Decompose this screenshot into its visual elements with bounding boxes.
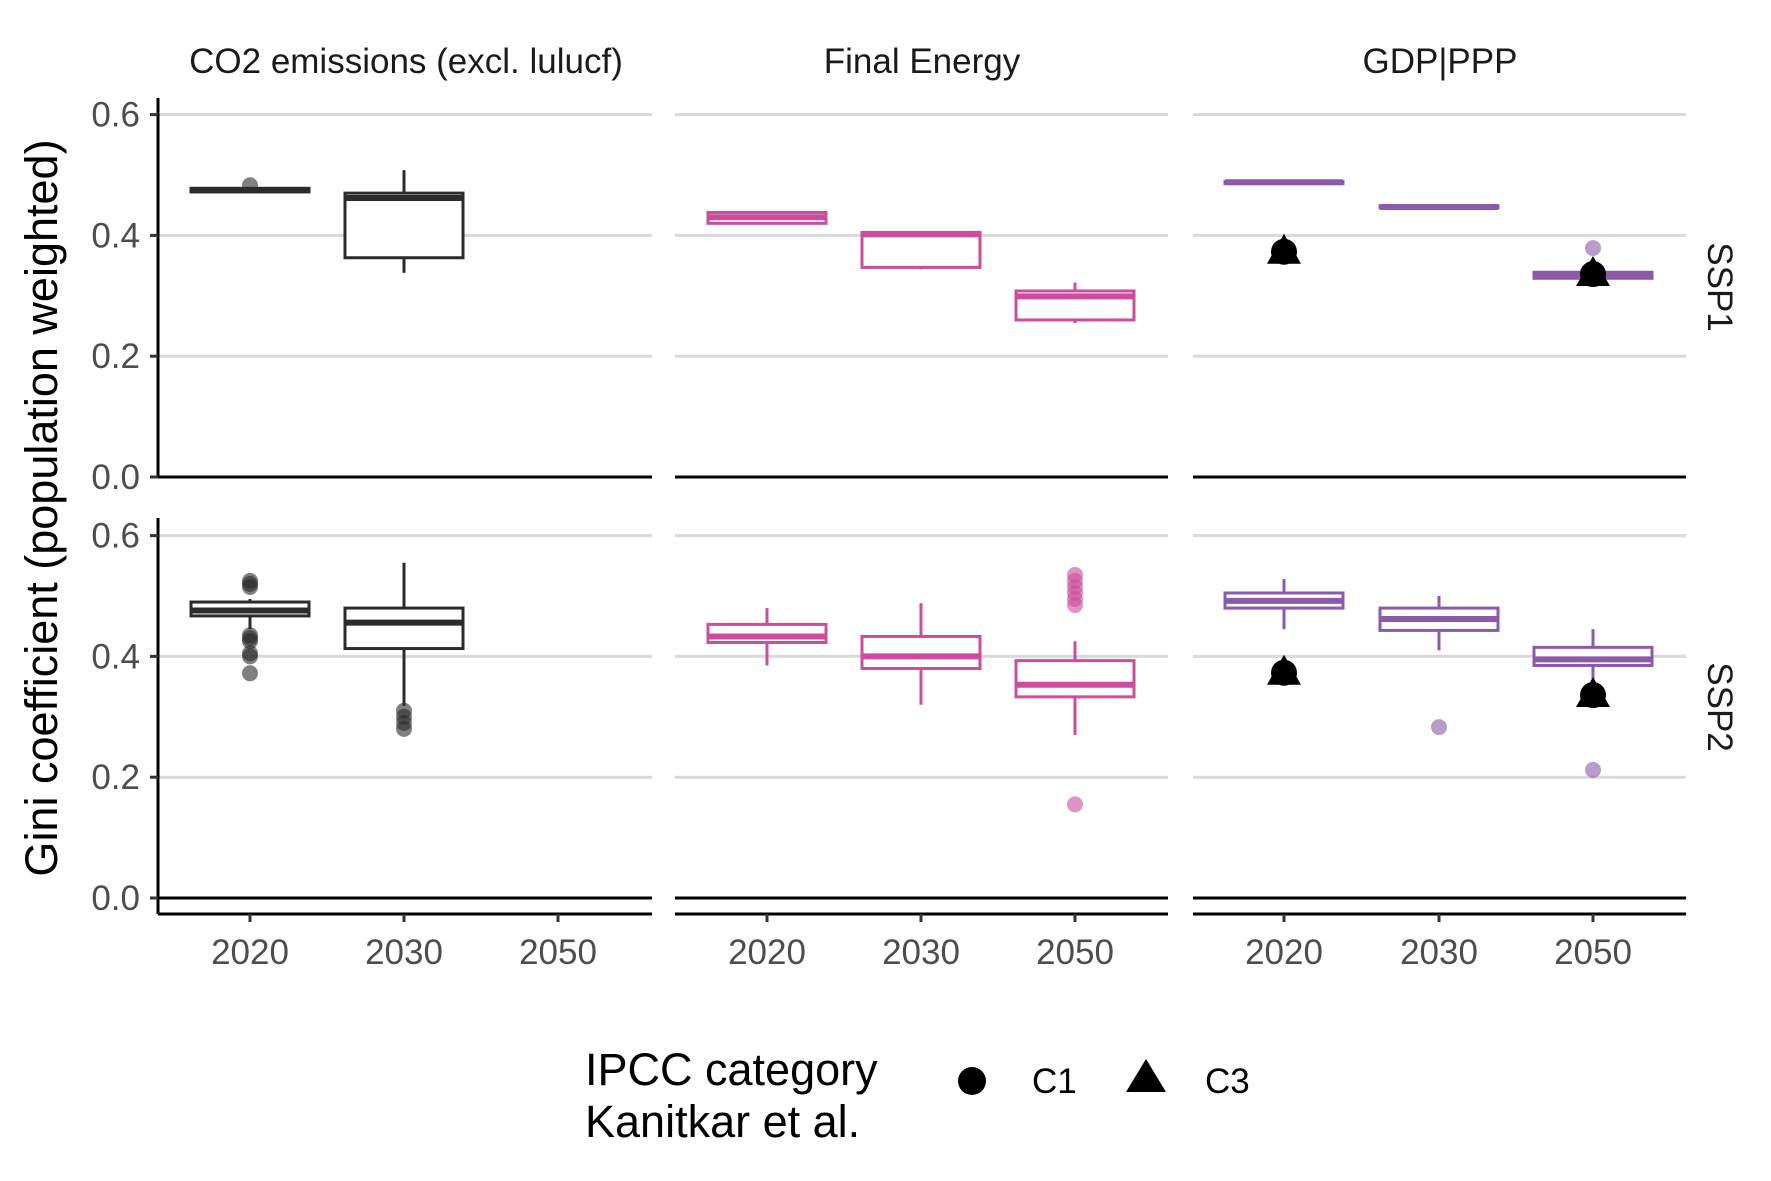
legend-key-c3-triangle-icon [1126,1059,1166,1092]
box-gdp-ppp-2050 [1532,629,1654,778]
panel-ssp2-final-energy [706,566,1136,813]
box-final-energy-2030 [860,603,982,705]
outlier-point [396,702,412,719]
outlier-point [1067,566,1083,583]
box-gdp-ppp-2020 [1223,179,1345,186]
panel-grid-ssp1-1 [158,113,652,479]
facet-strip-layer: CO2 emissions (excl. lulucf) Final Energy… [189,42,1739,752]
y-tick-label: 0.4 [91,637,140,676]
panel-ssp1-gdp-ppp [1223,179,1654,288]
outlier-point [1585,761,1601,778]
box-iqr [860,230,982,269]
legend-title-line-2: Kanitkar et al. [585,1096,860,1147]
outlier-point [242,627,258,644]
box-iqr [860,634,982,670]
box-final-energy-2030 [860,230,982,270]
panel-layer [158,113,1686,916]
box-gdp-ppp-2030 [1378,596,1500,736]
x-tick-label-2030: 2030 [882,933,960,972]
facet-title-final-energy: Final Energy [824,42,1021,81]
facet-title-co2-emissions-excl-lulucf: CO2 emissions (excl. lulucf) [189,42,623,81]
box-co2-emissions-excl-lulucf-2030 [343,562,465,737]
panel-ssp1-co2-emissions-excl-lulucf [189,170,465,273]
facet-row-label-ssp2: SSP2 [1700,662,1739,752]
outlier-point [1067,796,1083,813]
facet-row-label-ssp1: SSP1 [1700,242,1739,332]
box-co2-emissions-excl-lulucf-2030 [343,170,465,273]
legend-title-line-1: IPCC category [585,1044,878,1095]
y-tick-label: 0.6 [91,517,140,556]
x-tick-label-2020: 2020 [728,933,806,972]
x-tick-label-2020: 2020 [211,933,289,972]
x-tick-label-2030: 2030 [365,933,443,972]
box-iqr [706,622,828,645]
panel-ssp1-final-energy [706,210,1136,323]
box-final-energy-2020 [706,210,828,225]
y-tick-label: 0.2 [91,337,140,376]
box-gdp-ppp-2030 [1378,204,1500,211]
y-tick-label: 0.0 [91,458,140,497]
y-tick-label: 0.2 [91,758,140,797]
box-final-energy-2050 [1014,282,1136,323]
outlier-point [242,645,258,662]
box-gdp-ppp-2020 [1223,579,1345,630]
reference-c3-point [1267,654,1301,685]
reference-c3-point [1576,677,1610,708]
legend-key-c1-circle-icon [958,1067,986,1095]
x-tick-label-2050: 2050 [1554,933,1632,972]
outlier-point [1431,719,1447,736]
x-tick-label-2050: 2050 [1036,933,1114,972]
panel-ssp2-gdp-ppp [1223,579,1654,778]
box-co2-emissions-excl-lulucf-2020 [189,177,311,194]
reference-c3-point [1576,256,1610,287]
facet-title-gdp-ppp: GDP|PPP [1363,42,1518,81]
box-iqr [1014,659,1136,699]
outlier-point [242,177,258,194]
reference-c3-point [1267,233,1301,264]
x-axis-layer: 2020 2030 2050 2020 2030 2050 2020 2030 2050 [211,914,1632,972]
x-tick-label-2030: 2030 [1400,933,1478,972]
box-final-energy-2020 [706,608,828,666]
panel-grid-ssp1-3 [1193,113,1686,479]
box-final-energy-2050 [1014,566,1136,813]
y-axis-title: Gini coefficient (population weighted) [16,139,67,876]
legend-label-c3: C3 [1205,1062,1250,1101]
legend: IPCC category Kanitkar et al. C1 C3 [585,1044,1250,1147]
legend-label-c1: C1 [1032,1062,1077,1101]
outlier-point [242,572,258,589]
outlier-point [1585,240,1601,257]
panel-ssp2-co2-emissions-excl-lulucf [189,562,465,737]
y-tick-label: 0.4 [91,216,140,255]
outlier-point [242,665,258,682]
x-tick-label-2020: 2020 [1245,933,1323,972]
box-co2-emissions-excl-lulucf-2020 [189,572,311,682]
y-axis-layer: 0.0 0.2 0.4 0.6 0.0 0.2 0.4 0.6 [91,96,160,918]
box-iqr [1532,645,1654,667]
y-tick-label: 0.6 [91,96,140,135]
box-iqr [343,191,465,260]
box-iqr [343,606,465,651]
x-tick-label-2050: 2050 [519,933,597,972]
y-tick-label: 0.0 [91,879,140,918]
